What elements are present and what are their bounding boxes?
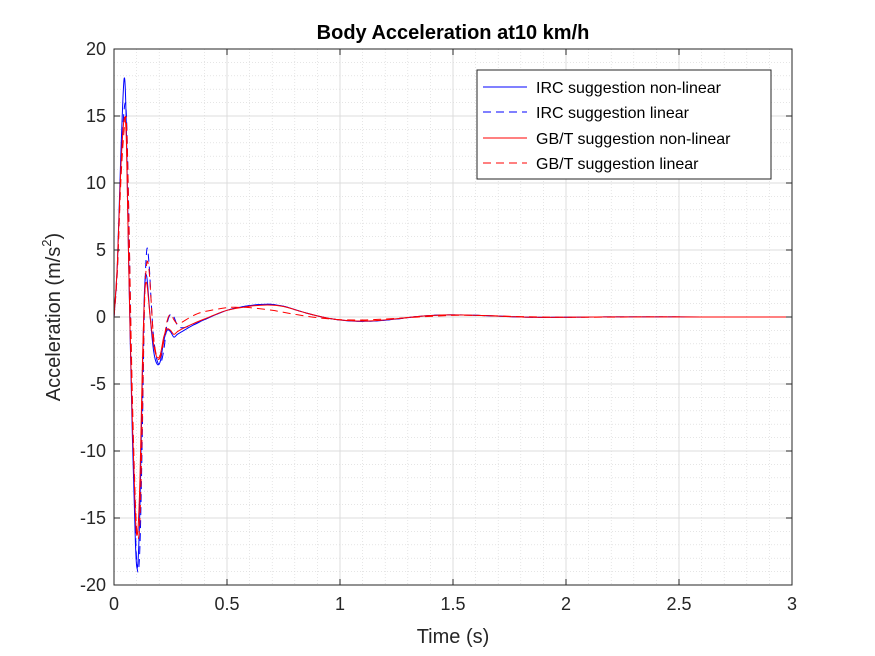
x-tick-label: 0: [109, 594, 119, 614]
chart-title: Body Acceleration at10 km/h: [317, 22, 590, 44]
x-tick-label: 1: [335, 594, 345, 614]
y-tick-label: 0: [96, 307, 106, 327]
legend-label-irc-linear: IRC suggestion linear: [536, 105, 690, 122]
series-line-gb-t-suggestion-non-linear: [113, 116, 792, 536]
legend-box: [476, 69, 772, 180]
ticks: [113, 48, 793, 586]
y-tick-labels: -20 -15 -10 -5 0 5 10 15 20: [80, 39, 106, 595]
y-tick-label: 5: [96, 240, 106, 260]
y-axis-label: Acceleration (m/s2): [39, 233, 65, 401]
y-tick-label: -10: [80, 441, 106, 461]
y-tick-label: 20: [86, 39, 106, 59]
x-tick-label: 2: [561, 594, 571, 614]
y-tick-label: -5: [90, 374, 106, 394]
x-tick-label: 1.5: [440, 594, 465, 614]
y-tick-label: 15: [86, 106, 106, 126]
series-layer: [113, 77, 792, 573]
y-axis-label-close: ): [43, 233, 65, 240]
legend-label-gbt-linear: GB/T suggestion linear: [536, 156, 699, 173]
x-tick-label: 3: [787, 594, 797, 614]
x-tick-labels: 0 0.5 1 1.5 2 2.5 3: [109, 594, 797, 614]
y-tick-label: -20: [80, 575, 106, 595]
legend-label-gbt-nonlinear: GB/T suggestion non-linear: [536, 131, 731, 148]
x-axis-label: Time (s): [417, 626, 490, 648]
legend: IRC suggestion non-linear IRC suggestion…: [476, 69, 772, 180]
x-tick-label: 0.5: [214, 594, 239, 614]
x-tick-label: 2.5: [666, 594, 691, 614]
series-line-gb-t-suggestion-linear: [113, 115, 792, 540]
legend-label-irc-nonlinear: IRC suggestion non-linear: [536, 80, 722, 97]
y-tick-label: 10: [86, 173, 106, 193]
y-axis-label-superscript: 2: [39, 239, 54, 246]
y-tick-label: -15: [80, 508, 106, 528]
y-axis-label-main: Acceleration (m/s: [43, 247, 65, 402]
